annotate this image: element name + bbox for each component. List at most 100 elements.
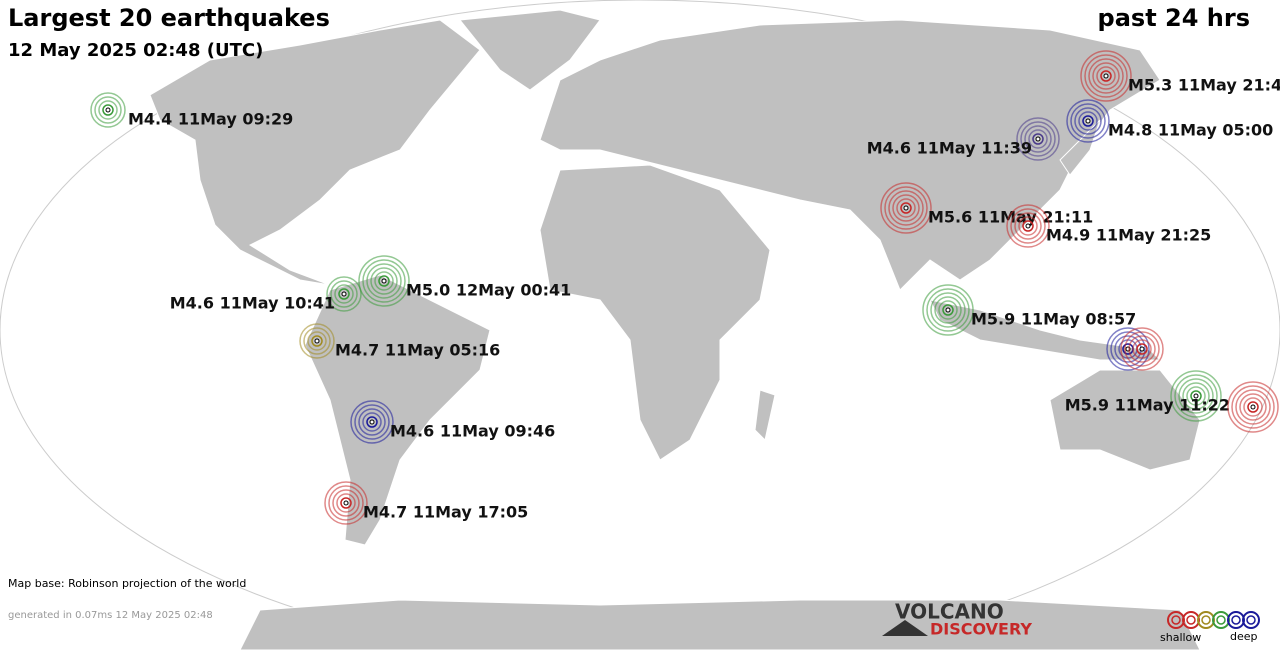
ring xyxy=(350,400,394,444)
ring xyxy=(328,485,364,521)
ring xyxy=(1092,62,1120,90)
ring xyxy=(1078,111,1098,131)
ring xyxy=(362,259,406,303)
ring xyxy=(330,280,358,308)
legend-ring xyxy=(1197,611,1215,629)
ring xyxy=(370,267,398,295)
ring xyxy=(1239,393,1267,421)
earthquake: M5.9 11May 08:57 xyxy=(922,284,1136,336)
ring xyxy=(1016,117,1060,161)
earthquake: M5.0 12May 00:41 xyxy=(358,255,571,307)
earthquake: M5.6 11May 21:11 xyxy=(880,182,1093,234)
earthquake-label: M4.9 11May 21:25 xyxy=(1046,226,1211,245)
earthquake xyxy=(1227,381,1279,433)
ring xyxy=(362,412,382,432)
epicenter xyxy=(903,205,909,211)
ring xyxy=(1018,216,1038,236)
ring xyxy=(1084,54,1128,98)
earthquake: M4.8 11May 05:00 xyxy=(1066,99,1273,143)
ring xyxy=(1136,343,1148,355)
earthquake-label: M5.6 11May 21:11 xyxy=(928,208,1093,227)
ring xyxy=(1227,381,1279,433)
ring xyxy=(1074,107,1102,135)
earthquake: M4.6 11May 10:41 xyxy=(170,276,362,313)
ring xyxy=(354,404,390,440)
ring xyxy=(880,182,932,234)
ring xyxy=(311,335,323,347)
epicenter xyxy=(945,307,951,313)
legend-ring xyxy=(1212,611,1230,629)
ring xyxy=(1190,390,1202,402)
legend-ring xyxy=(1242,611,1260,629)
earthquake: M4.4 11May 09:29 xyxy=(90,92,293,129)
epicenter xyxy=(381,278,387,284)
legend-ring xyxy=(1246,615,1256,625)
ring xyxy=(1231,385,1275,429)
period: past 24 hrs xyxy=(1098,4,1250,32)
ring xyxy=(922,284,974,336)
ring xyxy=(366,263,402,299)
earthquake-label: M4.4 11May 09:29 xyxy=(128,110,293,129)
earthquake: M4.6 11May 11:39 xyxy=(867,117,1060,161)
ring xyxy=(307,331,327,351)
ring xyxy=(1006,204,1050,248)
earthquake-label: M4.7 11May 05:16 xyxy=(335,341,500,360)
earthquake-label: M5.3 11May 21:49 xyxy=(1128,76,1280,95)
legend xyxy=(1167,611,1260,629)
ring xyxy=(1020,121,1056,157)
ring xyxy=(1132,339,1152,359)
earthquake: M4.6 11May 09:46 xyxy=(350,400,555,444)
ring xyxy=(884,186,928,230)
earthquake: M4.7 11May 17:05 xyxy=(324,481,528,525)
earthquake: M5.9 11May 11:22 xyxy=(1065,370,1230,422)
ring xyxy=(366,416,378,428)
land xyxy=(149,9,1201,651)
ring xyxy=(934,296,962,324)
ring xyxy=(1178,378,1214,414)
ring xyxy=(1022,220,1034,232)
ring xyxy=(1120,327,1164,371)
ring xyxy=(94,96,122,124)
epicenter xyxy=(1103,73,1109,79)
epicenter xyxy=(369,419,375,425)
epicenter xyxy=(1025,223,1031,229)
generated: generated in 0.07ms 12 May 2025 02:48 xyxy=(8,610,213,621)
ring xyxy=(1066,99,1110,143)
ring xyxy=(892,194,920,222)
ring xyxy=(338,288,350,300)
legend-ring xyxy=(1201,615,1211,625)
epicenter xyxy=(314,338,320,344)
legend-ring xyxy=(1216,615,1226,625)
ring xyxy=(336,493,356,513)
epicenter xyxy=(341,291,347,297)
legend-ring xyxy=(1231,615,1241,625)
ring xyxy=(1082,115,1094,127)
earthquake: M4.7 11May 05:16 xyxy=(299,323,500,360)
earthquake: M4.9 11May 21:25 xyxy=(1006,204,1211,248)
earthquake: M5.3 11May 21:49 xyxy=(1080,50,1280,102)
subtitle: 12 May 2025 02:48 (UTC) xyxy=(8,40,263,61)
ring xyxy=(1247,401,1259,413)
ring xyxy=(1110,331,1146,367)
ring xyxy=(1235,389,1271,425)
legend-ring xyxy=(1186,615,1196,625)
ring xyxy=(1182,382,1210,410)
ring xyxy=(1010,208,1046,244)
epicenter xyxy=(1193,393,1199,399)
ring xyxy=(1028,129,1048,149)
ring xyxy=(1100,70,1112,82)
ring xyxy=(942,304,954,316)
epicenter xyxy=(1085,118,1091,124)
earthquake-label: M5.0 12May 00:41 xyxy=(406,281,571,300)
ring xyxy=(938,300,958,320)
ring xyxy=(332,489,360,517)
earthquake-label: M5.9 11May 11:22 xyxy=(1065,396,1230,415)
ring xyxy=(358,408,386,436)
epicenter xyxy=(1139,346,1145,352)
ring xyxy=(1014,212,1042,240)
map-base: Map base: Robinson projection of the wor… xyxy=(8,577,246,590)
ring xyxy=(1186,386,1206,406)
ring xyxy=(334,284,354,304)
